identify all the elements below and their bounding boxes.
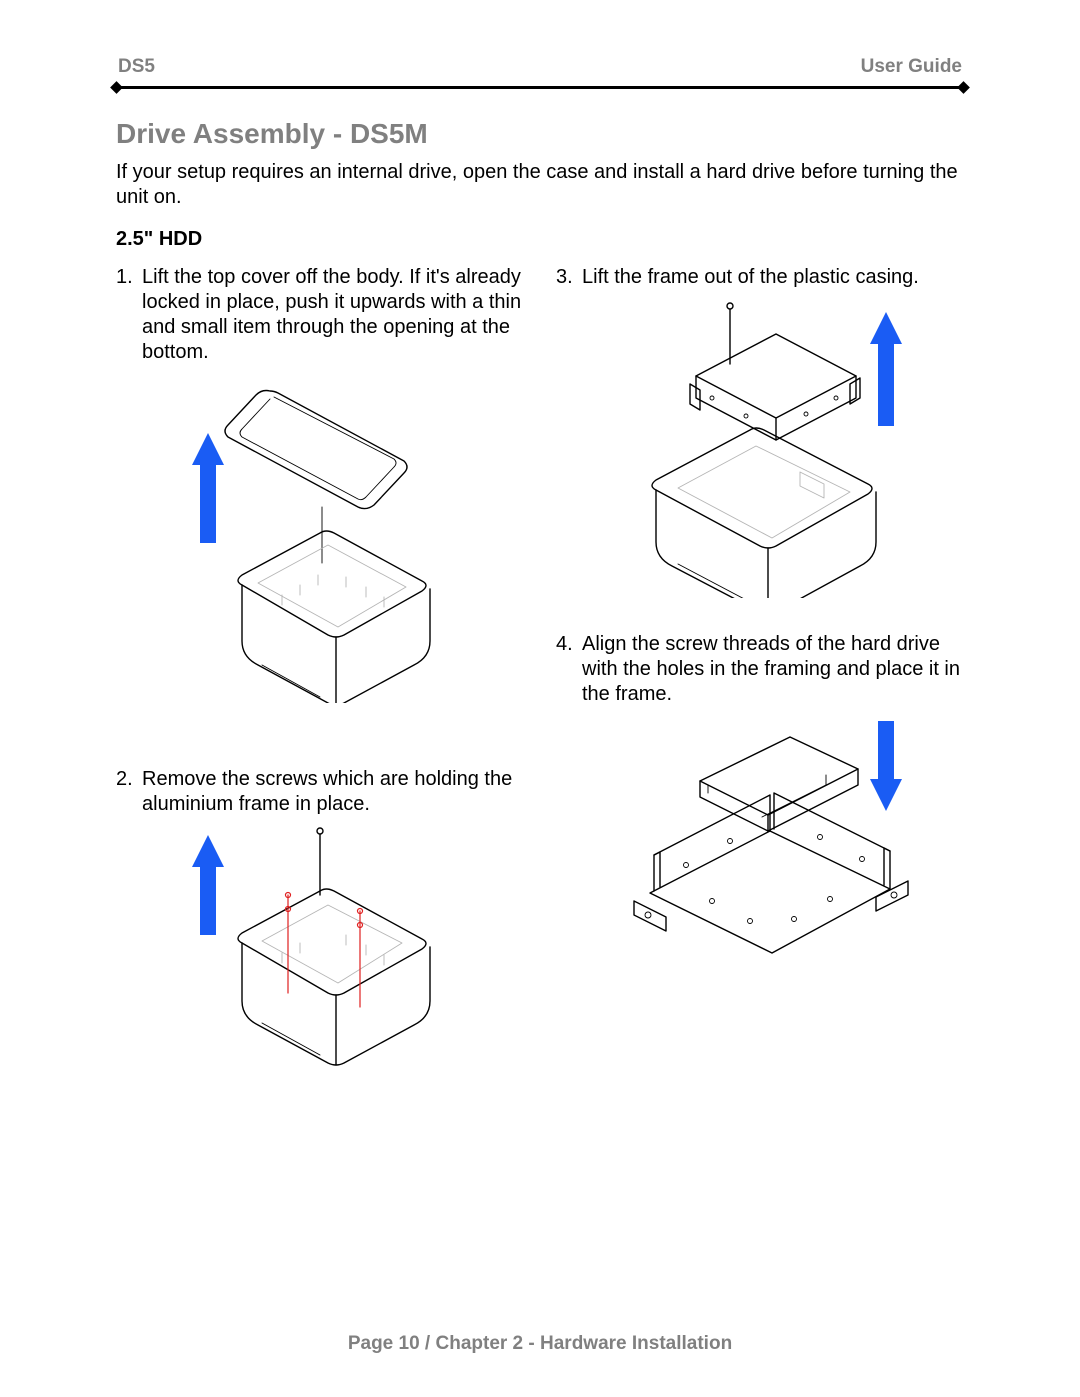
rule-diamond-right-icon [957,81,970,94]
step-1-number: 1. [116,265,142,365]
up-arrow-icon [192,433,224,543]
screw-indicator-icon [286,893,291,994]
header-right: User Guide [861,56,962,78]
subheading: 2.5" HDD [116,228,964,251]
figure-3 [556,298,964,598]
enclosure-base [652,428,876,598]
figure-1 [116,373,524,703]
enclosure-base [238,889,430,1065]
header-rule [116,82,964,92]
step-1: 1. Lift the top cover off the body. If i… [116,265,524,365]
figure-2 [116,825,524,1075]
step-3-text: Lift the frame out of the plastic casing… [582,265,964,290]
step-1-text: Lift the top cover off the body. If it's… [142,265,524,365]
step-2: 2. Remove the screws which are holding t… [116,767,524,817]
antenna-post [317,828,323,895]
step-4-number: 4. [556,632,582,707]
step-2-number: 2. [116,767,142,817]
hard-drive [700,737,858,831]
header-left: DS5 [118,56,155,78]
right-column: 3. Lift the frame out of the plastic cas… [556,265,964,1099]
step-3: 3. Lift the frame out of the plastic cas… [556,265,964,290]
lid-outline [225,391,407,564]
section-title: Drive Assembly - DS5M [116,118,964,150]
up-arrow-icon [870,312,902,426]
drive-frame [690,334,860,440]
step-2-text: Remove the screws which are holding the … [142,767,524,817]
down-arrow-icon [870,721,902,811]
step-4: 4. Align the screw threads of the hard d… [556,632,964,707]
intro-paragraph: If your setup requires an internal drive… [116,160,964,210]
drive-frame [634,793,908,953]
step-3-number: 3. [556,265,582,290]
screw-indicator-icon [358,909,363,1008]
enclosure-base [238,531,430,703]
up-arrow-icon [192,835,224,935]
step-4-text: Align the screw threads of the hard driv… [582,632,964,707]
page-footer: Page 10 / Chapter 2 - Hardware Installat… [0,1333,1080,1355]
figure-4 [556,715,964,975]
left-column: 1. Lift the top cover off the body. If i… [116,265,524,1099]
